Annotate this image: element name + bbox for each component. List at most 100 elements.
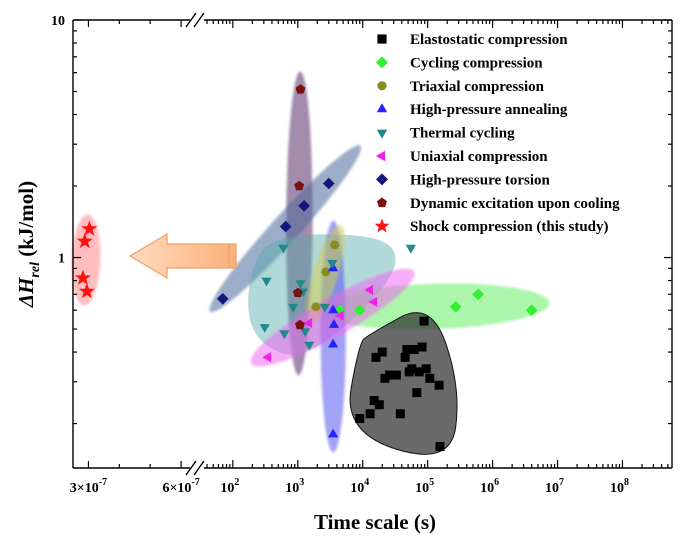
point-thermal-cycling-8	[304, 341, 315, 351]
point-elastostatic-compression-2	[365, 409, 375, 419]
legend-item-thermal-cycling: Thermal cycling	[376, 126, 515, 142]
legend-label-uniaxial-compression: Uniaxial compression	[410, 149, 548, 165]
x-right-tick-label-5: 107	[545, 477, 564, 496]
legend-marker-elastostatic-compression	[377, 34, 387, 44]
legend-label-cycling-compression: Cycling compression	[410, 55, 543, 71]
legend-label-high-pressure-annealing: High-pressure annealing	[410, 102, 568, 118]
legend-item-triaxial-compression: Triaxial compression	[377, 79, 545, 95]
point-shock-compression-this-study-3	[78, 283, 95, 299]
x-right-tick-label-2: 104	[350, 477, 369, 496]
shaded-regions	[71, 71, 550, 455]
point-triaxial-compression-0	[311, 302, 321, 312]
legend-marker-shock-compression-this-study	[374, 218, 390, 233]
legend-marker-high-pressure-annealing	[376, 103, 388, 113]
point-elastostatic-compression-0	[355, 414, 365, 424]
point-elastostatic-compression-9	[395, 409, 405, 419]
axis-break-mark-top-0	[185, 12, 197, 28]
legend-item-uniaxial-compression: Uniaxial compression	[376, 149, 548, 165]
x-right-tick-label-4: 106	[480, 477, 499, 496]
y-axis-label-unit: (kJ/mol)	[14, 181, 38, 262]
legend-label-thermal-cycling: Thermal cycling	[410, 126, 515, 142]
point-dynamic-excitation-upon-cooling-3	[295, 319, 305, 330]
y-axis-label-main: ΔH	[14, 277, 38, 308]
point-elastostatic-compression-18	[419, 316, 429, 326]
point-cycling-compression-1	[353, 304, 366, 317]
point-thermal-cycling-9	[319, 303, 330, 313]
point-uniaxial-compression-3	[364, 284, 373, 296]
axis-ticks: 10 1 3×10-7 6×10-7 102 103 104 105 106 107 108	[51, 14, 672, 496]
point-high-pressure-annealing-4	[328, 428, 339, 438]
legend-marker-uniaxial-compression	[376, 150, 385, 162]
point-cycling-compression-3	[472, 288, 484, 301]
point-high-pressure-annealing-1	[328, 304, 339, 314]
legend-item-high-pressure-torsion: High-pressure torsion	[376, 172, 551, 188]
point-thermal-cycling-10	[327, 259, 338, 269]
legend-item-cycling-compression: Cycling compression	[376, 55, 543, 71]
point-thermal-cycling-1	[259, 324, 270, 333]
shift-arrow	[128, 232, 237, 280]
legend-label-high-pressure-torsion: High-pressure torsion	[410, 172, 551, 188]
legend: Elastostatic compression Cycling compress…	[374, 32, 620, 235]
y-axis-label-subscript: rel	[28, 262, 43, 278]
point-thermal-cycling-5	[295, 280, 306, 289]
point-elastostatic-compression-16	[414, 367, 424, 377]
region-elastostatic-compression	[349, 312, 458, 455]
point-elastostatic-compression-10	[400, 352, 410, 362]
point-elastostatic-compression-15	[412, 388, 422, 398]
point-dynamic-excitation-upon-cooling-0	[295, 84, 306, 94]
point-high-pressure-torsion-3	[322, 177, 335, 190]
legend-marker-thermal-cycling	[376, 129, 388, 139]
point-elastostatic-compression-20	[425, 373, 435, 383]
point-uniaxial-compression-2	[335, 310, 344, 321]
axes-frame	[72, 12, 673, 476]
point-elastostatic-compression-13	[407, 364, 417, 374]
point-elastostatic-compression-6	[371, 352, 381, 362]
legend-marker-cycling-compression	[376, 56, 388, 69]
axis-break-mark-bottom-1	[193, 460, 205, 476]
point-elastostatic-compression-19	[421, 364, 431, 374]
point-dynamic-excitation-upon-cooling-2	[292, 287, 303, 298]
point-thermal-cycling-4	[288, 303, 299, 313]
left-arrow-shape	[128, 232, 237, 280]
point-shock-compression-this-study-1	[76, 232, 93, 249]
point-thermal-cycling-2	[278, 244, 289, 254]
legend-marker-triaxial-compression	[377, 81, 387, 91]
y-axis-label: ΔHrel (kJ/mol)	[14, 181, 43, 308]
legend-label-dynamic-excitation-upon-cooling: Dynamic excitation upon cooling	[410, 196, 620, 212]
axis-break-mark-bottom-0	[185, 460, 197, 476]
point-shock-compression-this-study-0	[81, 220, 98, 236]
legend-marker-high-pressure-torsion	[376, 173, 388, 186]
point-uniaxial-compression-4	[368, 296, 378, 307]
x-right-tick-label-0: 102	[220, 477, 239, 496]
x-left-tick-label-1: 6×10-7	[162, 477, 199, 496]
x-axis-label: Time scale (s)	[314, 510, 436, 534]
x-right-tick-label-1: 103	[285, 477, 304, 496]
point-elastostatic-compression-21	[434, 380, 444, 390]
legend-label-triaxial-compression: Triaxial compression	[410, 79, 545, 95]
point-elastostatic-compression-3	[374, 400, 384, 410]
region-uniaxial-compression	[250, 268, 415, 367]
legend-label-shock-compression-this-study: Shock compression (this study)	[410, 219, 609, 235]
point-elastostatic-compression-22	[435, 442, 445, 452]
point-cycling-compression-4	[525, 304, 538, 317]
legend-marker-dynamic-excitation-upon-cooling	[377, 197, 387, 208]
point-thermal-cycling-3	[279, 330, 290, 340]
point-high-pressure-torsion-2	[298, 200, 310, 212]
data-markers	[74, 84, 538, 452]
point-dynamic-excitation-upon-cooling-1	[294, 180, 305, 191]
point-thermal-cycling-7	[300, 328, 311, 337]
point-high-pressure-torsion-1	[279, 220, 292, 233]
legend-item-shock-compression-this-study: Shock compression (this study)	[374, 218, 609, 235]
x-right-tick-label-6: 108	[610, 477, 629, 496]
point-high-pressure-torsion-0	[216, 293, 229, 305]
legend-item-dynamic-excitation-upon-cooling: Dynamic excitation upon cooling	[377, 196, 620, 212]
point-high-pressure-annealing-2	[328, 319, 339, 328]
x-right-tick-label-3: 105	[415, 477, 434, 496]
x-left-tick-label-0: 3×10-7	[70, 477, 107, 496]
y-tick-label-0: 10	[51, 14, 65, 29]
point-thermal-cycling-0	[261, 277, 272, 287]
point-uniaxial-compression-1	[303, 318, 313, 329]
point-cycling-compression-2	[449, 301, 462, 313]
point-shock-compression-this-study-2	[74, 269, 91, 285]
legend-label-elastostatic-compression: Elastostatic compression	[410, 32, 568, 48]
